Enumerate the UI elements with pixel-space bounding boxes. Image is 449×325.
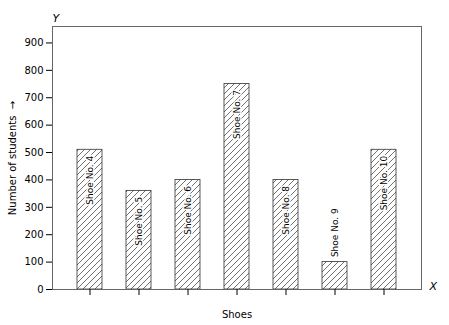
svg-text:400: 400 <box>24 174 43 185</box>
svg-text:Shoe No. 8: Shoe No. 8 <box>281 186 291 235</box>
svg-text:Shoe No. 10: Shoe No. 10 <box>379 156 389 211</box>
svg-text:Shoe No. 6: Shoe No. 6 <box>183 186 193 235</box>
svg-text:X: X <box>429 280 438 293</box>
svg-text:Y: Y <box>53 12 61 25</box>
svg-text:700: 700 <box>24 92 43 103</box>
svg-text:Shoe No. 9: Shoe No. 9 <box>330 208 340 257</box>
svg-text:600: 600 <box>24 119 43 130</box>
svg-text:Shoe No. 5: Shoe No. 5 <box>134 197 144 246</box>
svg-text:200: 200 <box>24 229 43 240</box>
svg-text:800: 800 <box>24 65 43 76</box>
svg-text:0: 0 <box>37 284 43 295</box>
svg-text:500: 500 <box>24 147 43 158</box>
svg-text:Shoe No. 4: Shoe No. 4 <box>85 156 95 205</box>
svg-text:900: 900 <box>24 37 43 48</box>
svg-text:300: 300 <box>24 202 43 213</box>
svg-text:100: 100 <box>24 256 43 267</box>
svg-text:Shoes: Shoes <box>222 309 252 320</box>
svg-text:Shoe No. 7: Shoe No. 7 <box>232 90 242 139</box>
svg-text:Number of students →: Number of students → <box>7 101 18 215</box>
